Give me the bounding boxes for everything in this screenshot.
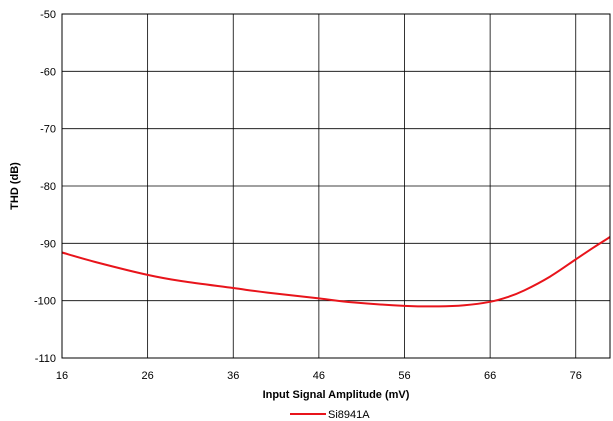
y-tick-label: -90 [40,238,56,250]
legend-label-si8941a: Si8941A [328,409,370,421]
x-tick-label: 26 [142,370,154,382]
y-tick-label: -60 [40,66,56,78]
y-tick-labels: -50 -60 -70 -80 -90 -100 -110 [34,9,56,365]
x-tick-label: 46 [313,370,325,382]
series-layer [61,236,611,308]
series-line-si8941a [61,236,611,308]
y-tick-label: -80 [40,181,56,193]
x-tick-label: 16 [56,370,68,382]
y-axis-title: THD (dB) [9,162,21,210]
x-tick-labels: 16 26 36 46 56 66 76 [56,370,582,382]
x-tick-label: 66 [484,370,496,382]
legend: Si8941A [290,409,370,421]
x-tick-label: 76 [570,370,582,382]
y-tick-label: -70 [40,124,56,136]
plot-frame [61,13,611,359]
x-tick-label: 36 [227,370,239,382]
x-axis-title: Input Signal Amplitude (mV) [263,389,410,401]
y-tick-label: -50 [40,9,56,21]
y-tick-label: -100 [34,296,56,308]
y-tick-label: -110 [35,353,56,365]
x-tick-label: 56 [398,370,410,382]
